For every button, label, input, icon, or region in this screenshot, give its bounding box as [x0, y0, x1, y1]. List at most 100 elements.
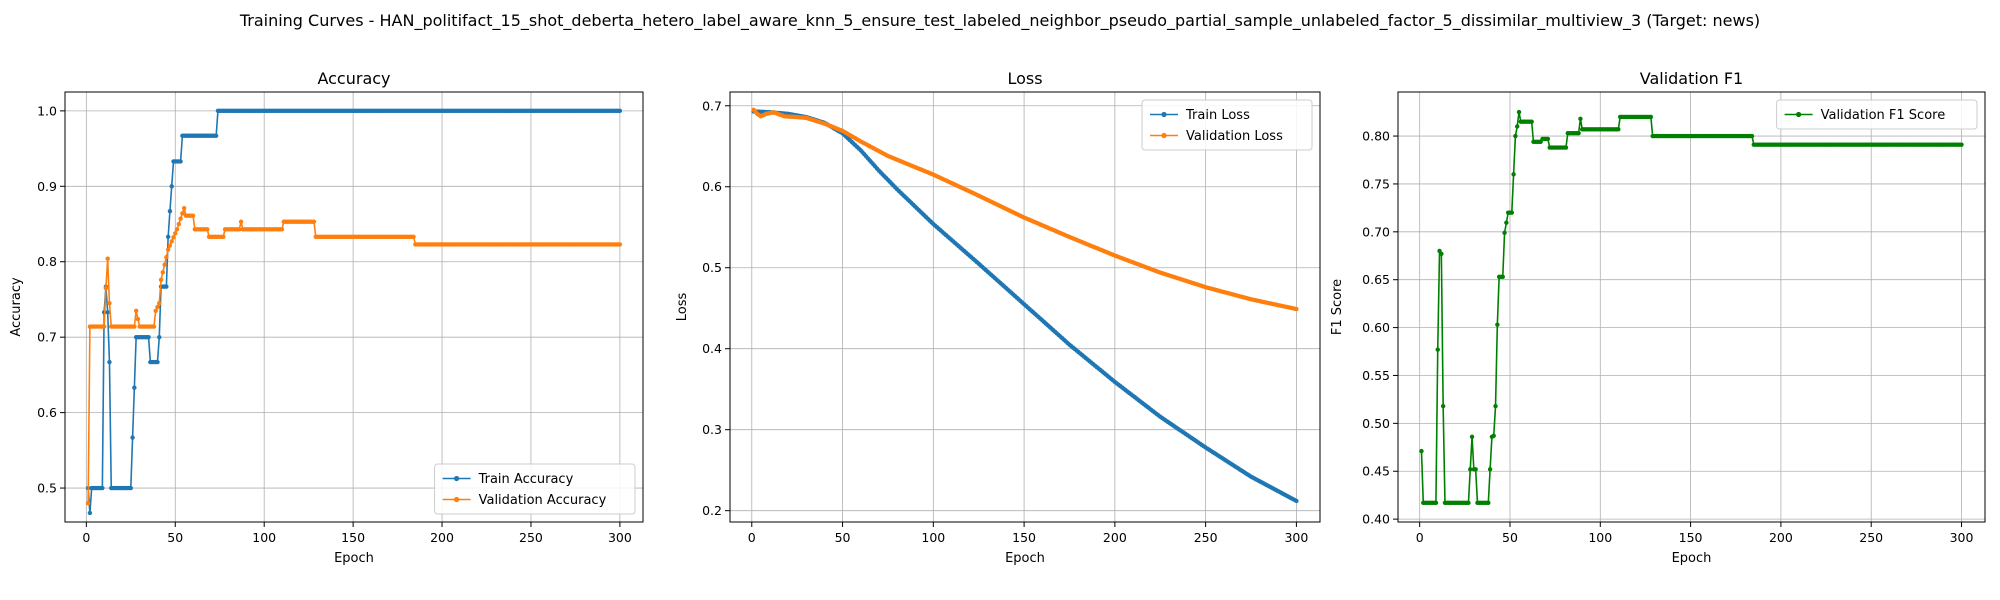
accuracy-train-accuracy-point: [178, 159, 183, 164]
validation-f1-validation-f1-score-point: [1468, 467, 1473, 472]
validation-f1-validation-f1-score-point: [1545, 136, 1551, 142]
accuracy-train-accuracy-series: [85, 108, 623, 516]
accuracy-validation-accuracy-point: [169, 239, 174, 244]
validation-f1-validation-f1-score-point: [1440, 403, 1446, 409]
validation-f1-validation-f1-score-point: [1959, 142, 1964, 147]
validation-f1-validation-f1-score-series: [1419, 109, 1964, 506]
accuracy-validation-accuracy-point: [85, 500, 91, 506]
accuracy-train-accuracy-point: [132, 385, 137, 390]
validation-f1-validation-f1-score-point: [1493, 403, 1498, 409]
accuracy-train-accuracy-point: [164, 284, 169, 289]
validation-f1-validation-f1-score-point: [1563, 145, 1569, 150]
validation-f1-xtick-label: 200: [1769, 530, 1793, 545]
accuracy-validation-accuracy-point: [135, 316, 141, 322]
accuracy-ytick-label: 0.5: [37, 481, 57, 496]
validation-f1-ytick-label: 0.50: [1362, 416, 1390, 431]
validation-f1-validation-f1-score-point: [1473, 467, 1478, 472]
accuracy-validation-accuracy-point: [132, 324, 137, 329]
loss-ytick-label: 0.2: [702, 503, 722, 518]
loss-legend-box: [1141, 99, 1313, 151]
loss-train-loss-series: [751, 109, 1299, 504]
validation-f1-title: Validation F1: [1640, 69, 1743, 88]
validation-f1-axes-frame: [1397, 91, 1986, 523]
validation-f1-xtick-label: 100: [1588, 530, 1612, 545]
figure-suptitle: Training Curves - HAN_politifact_15_shot…: [239, 11, 1760, 31]
accuracy-ytick-label: 0.6: [37, 405, 57, 420]
loss-subplot: 0 50 100 150 200 250 300 0.2 0.3 0.4 0.5 0.6 0.7 Loss…: [675, 69, 1321, 566]
accuracy-train-accuracy-point: [167, 208, 173, 214]
accuracy-legend-validation-accuracy-marker: [454, 496, 460, 503]
accuracy-train-accuracy-point: [617, 108, 623, 114]
loss-ytick-label: 0.4: [702, 341, 722, 356]
loss-xtick-label: 100: [921, 530, 945, 545]
accuracy-validation-accuracy-point: [103, 285, 109, 291]
validation-f1-validation-f1-score-point: [1511, 172, 1516, 177]
loss-validation-loss-series: [751, 107, 1299, 312]
accuracy-validation-accuracy-series: [85, 205, 623, 506]
validation-f1-validation-f1-score-point: [1491, 433, 1496, 439]
loss-xtick-label: 0: [748, 530, 756, 545]
accuracy-validation-accuracy-point: [160, 270, 166, 275]
loss-xtick-label: 50: [835, 530, 851, 545]
accuracy-axes-frame: [64, 91, 644, 523]
validation-f1-validation-f1-score-point: [1578, 116, 1583, 122]
accuracy-validation-accuracy-point: [164, 255, 169, 260]
accuracy-validation-accuracy-point: [190, 213, 196, 218]
accuracy-validation-accuracy-point: [157, 301, 162, 306]
loss-ytick-label: 0.7: [702, 98, 722, 113]
accuracy-validation-accuracy-point: [205, 227, 210, 232]
accuracy-train-accuracy-point: [165, 234, 171, 240]
accuracy-validation-accuracy-point: [411, 234, 416, 240]
accuracy-xtick-label: 300: [608, 530, 632, 545]
accuracy-train-accuracy-point: [87, 510, 93, 516]
accuracy-train-accuracy-point: [169, 184, 174, 189]
validation-f1-validation-f1-score-point: [1466, 500, 1471, 506]
validation-f1-legend-box: [1776, 99, 1978, 130]
validation-f1-legend-validation-f1-score-label: Validation F1 Score: [1821, 108, 1946, 123]
accuracy-validation-accuracy-point: [155, 304, 160, 310]
accuracy-xlabel: Epoch: [334, 551, 374, 566]
validation-f1-validation-f1-score-point: [1469, 434, 1475, 439]
loss-xtick-label: 300: [1284, 530, 1308, 545]
accuracy-validation-accuracy-point: [178, 216, 183, 221]
accuracy-ytick-label: 1.0: [37, 103, 57, 118]
validation-f1-validation-f1-score-point: [1495, 322, 1500, 327]
validation-f1-validation-f1-score-point: [1487, 467, 1493, 472]
accuracy-validation-accuracy-point: [221, 234, 226, 240]
validation-f1-ytick-label: 0.40: [1362, 512, 1390, 527]
validation-f1-validation-f1-score-point: [1648, 114, 1654, 120]
accuracy-train-accuracy-point: [157, 334, 162, 340]
accuracy-xtick-label: 50: [167, 530, 183, 545]
validation-f1-validation-f1-score-point: [1529, 119, 1534, 124]
accuracy-validation-accuracy-point: [311, 219, 317, 224]
accuracy-validation-accuracy-point: [238, 219, 244, 224]
validation-f1-validation-f1-score-point: [1509, 210, 1514, 215]
validation-f1-ytick-label: 0.75: [1362, 176, 1390, 191]
validation-f1-ytick-label: 0.65: [1362, 272, 1390, 287]
accuracy-subplot: 0 50 100 150 200 250 300 0.5 0.6 0.7 0.8 0.9 1.0 Accu…: [9, 69, 644, 566]
accuracy-xtick-label: 250: [519, 530, 543, 545]
validation-f1-validation-f1-score-point: [1486, 500, 1491, 506]
validation-f1-legend-validation-f1-score-marker: [1796, 111, 1802, 118]
validation-f1-legend: Validation F1 Score: [1776, 99, 1978, 130]
loss-ytick-label: 0.3: [702, 422, 722, 437]
accuracy-title: Accuracy: [317, 69, 390, 88]
accuracy-xtick-label: 200: [430, 530, 454, 545]
loss-validation-loss-point: [1294, 306, 1299, 312]
accuracy-validation-accuracy-point: [180, 211, 185, 216]
accuracy-validation-accuracy-point: [173, 231, 178, 236]
accuracy-train-accuracy-point: [105, 310, 110, 315]
loss-title: Loss: [1007, 69, 1042, 88]
validation-f1-validation-f1-score-point: [1513, 133, 1518, 139]
accuracy-validation-accuracy-point: [617, 242, 623, 247]
loss-ytick-label: 0.6: [702, 179, 722, 194]
validation-f1-validation-f1-score-point: [1419, 448, 1424, 454]
accuracy-legend-box: [434, 463, 636, 515]
accuracy-train-accuracy-point: [128, 485, 133, 491]
loss-legend: Train Loss Validation Loss: [1141, 99, 1313, 151]
accuracy-validation-accuracy-point: [279, 227, 285, 232]
accuracy-xtick-label: 100: [252, 530, 276, 545]
validation-f1-validation-f1-score-point: [1500, 274, 1505, 280]
loss-legend-train-loss-label: Train Loss: [1185, 108, 1250, 123]
